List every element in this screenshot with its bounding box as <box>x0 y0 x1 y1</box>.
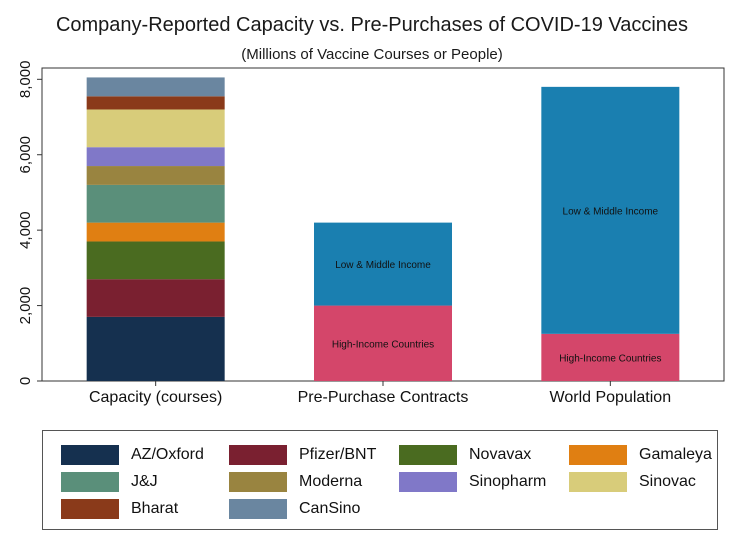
legend-label: Sinopharm <box>469 473 547 490</box>
bar-pre-purchase-contracts-high-income-countries <box>314 305 452 381</box>
legend-swatch <box>229 445 287 465</box>
legend-swatch <box>399 445 457 465</box>
bar-capacity-courses-az-oxford <box>86 316 225 381</box>
legend-swatch <box>569 445 627 465</box>
legend-item-pfizer-bnt: Pfizer/BNT <box>229 444 376 466</box>
legend-swatch <box>229 472 287 492</box>
x-tick-label-capacity-courses: Capacity (courses) <box>89 389 222 406</box>
x-tick-label-pre-purchase-contracts: Pre-Purchase Contracts <box>298 389 469 406</box>
legend-label: CanSino <box>299 500 361 517</box>
bar-label: High-Income Countries <box>559 353 661 364</box>
legend-item-az-oxford: AZ/Oxford <box>61 444 204 466</box>
bar-capacity-courses-jandj <box>86 184 225 223</box>
legend-label: Novavax <box>469 446 532 463</box>
bar-capacity-courses-moderna <box>86 166 225 185</box>
legend-item-sinovac: Sinovac <box>569 471 696 493</box>
bar-capacity-courses-cansino <box>86 77 225 97</box>
bar-capacity-courses-novavax <box>86 241 225 280</box>
legend-swatch <box>61 499 119 519</box>
legend-item-sinopharm: Sinopharm <box>399 471 546 493</box>
legend-label: AZ/Oxford <box>131 446 204 463</box>
legend-swatch <box>61 472 119 492</box>
legend-item-cansino: CanSino <box>229 498 360 520</box>
bar-capacity-courses-pfizer-bnt <box>86 279 225 317</box>
bar-capacity-courses-sinovac <box>86 109 225 148</box>
legend-item-moderna: Moderna <box>229 471 362 493</box>
chart-subtitle: (Millions of Vaccine Courses or People) <box>241 46 503 63</box>
legend-label: Bharat <box>131 500 179 517</box>
chart-title: Company-Reported Capacity vs. Pre-Purcha… <box>55 14 689 36</box>
legend-label: Pfizer/BNT <box>299 446 377 463</box>
bar-world-population-high-income-countries <box>541 333 680 381</box>
legend-item-gamaleya: Gamaleya <box>569 444 712 466</box>
y-tick-label: 4,000 <box>17 211 34 249</box>
x-tick-label-world-population: World Population <box>550 389 672 406</box>
stacked-bar-chart: 0 2,000 4,000 6,000 8,000 Capacity (courses) P… <box>17 61 725 406</box>
bar-label: Low & Middle Income <box>563 206 659 217</box>
legend-swatch <box>229 499 287 519</box>
y-tick-label: 2,000 <box>17 287 34 325</box>
legend-label: Sinovac <box>639 473 696 490</box>
legend-label: J&J <box>131 473 158 490</box>
legend-label: Gamaleya <box>639 446 712 463</box>
bar-world-population-low-and-middle-income <box>541 86 680 334</box>
legend-item-novavax: Novavax <box>399 444 531 466</box>
bar-capacity-courses-gamaleya <box>86 222 225 242</box>
legend-label: Moderna <box>299 473 363 490</box>
bar-capacity-courses-sinopharm <box>86 147 225 167</box>
bar-label: Low & Middle Income <box>335 260 431 271</box>
bar-capacity-courses-bharat <box>86 96 225 110</box>
chart-legend: AZ/Oxford Pfizer/BNT Novavax Gamaleya J&J Mod… <box>42 430 718 530</box>
bar-label: High-Income Countries <box>332 339 434 350</box>
legend-swatch <box>569 472 627 492</box>
legend-item-jandj: J&J <box>61 471 158 493</box>
legend-item-bharat: Bharat <box>61 498 178 520</box>
bar-pre-purchase-contracts-low-and-middle-income <box>314 222 452 306</box>
y-tick-label: 8,000 <box>17 61 34 99</box>
y-tick-label: 0 <box>17 377 34 385</box>
legend-swatch <box>61 445 119 465</box>
y-tick-label: 6,000 <box>17 136 34 174</box>
legend-swatch <box>399 472 457 492</box>
